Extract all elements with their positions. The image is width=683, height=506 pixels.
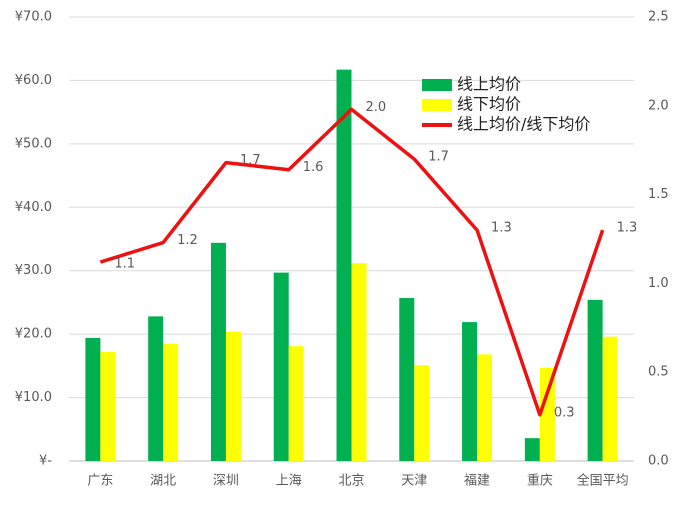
y-tick-label: ¥40.0 [15,200,52,215]
bar [477,354,493,461]
legend-label: 线上均价 [457,75,521,94]
bar [336,69,352,461]
bar [148,316,164,461]
y2-tick-label: 2.5 [648,10,669,25]
bar [273,272,289,461]
data-label: 1.3 [491,221,512,236]
bar [539,367,555,461]
data-label: 1.7 [240,153,261,168]
legend-label: 线下均价 [457,95,521,114]
y-tick-label: ¥60.0 [15,73,52,88]
bar [288,346,304,461]
bar [414,365,430,461]
bar [85,337,101,461]
data-label: 1.7 [428,150,449,165]
bar [524,438,540,461]
x-tick-label: 广东 [87,474,113,489]
y-tick-label: ¥20.0 [15,327,52,342]
x-tick-label: 深圳 [213,474,239,489]
y-tick-label: ¥10.0 [15,390,52,405]
bar [225,331,241,461]
x-tick-label: 湖北 [150,474,176,489]
x-tick-label: 上海 [276,474,302,489]
x-tick-label: 天津 [401,474,427,489]
data-label: 1.6 [303,160,324,175]
data-label: 1.2 [177,233,198,248]
bar [351,263,367,461]
y2-tick-label: 0.5 [648,365,669,380]
data-label: 1.3 [617,221,638,236]
x-tick-label: 全国平均 [577,473,629,489]
bar [163,343,179,461]
y-tick-label: ¥- [39,454,52,469]
x-tick-label: 重庆 [527,473,553,489]
y2-tick-label: 2.0 [648,98,669,113]
data-label: 1.1 [114,257,135,272]
y2-tick-label: 0.0 [648,454,669,469]
x-tick-label: 北京 [338,474,364,489]
line [99,107,605,417]
bar [587,299,603,461]
data-label: 0.3 [554,405,575,420]
bar [602,336,618,461]
y2-tick-label: 1.0 [648,276,669,291]
bar [100,351,116,461]
y-tick-label: ¥70.0 [15,10,52,25]
y-tick-label: ¥30.0 [15,263,52,278]
legend-label: 线上均价/线下均价 [457,115,590,134]
x-tick-label: 福建 [464,474,490,489]
bar [210,242,226,461]
y2-tick-label: 1.5 [648,187,669,202]
data-label: 2.0 [366,100,387,115]
bar [462,322,478,461]
bar [399,297,415,461]
legend-swatch [422,99,452,111]
y-tick-label: ¥50.0 [15,136,52,151]
legend-swatch [422,79,452,91]
